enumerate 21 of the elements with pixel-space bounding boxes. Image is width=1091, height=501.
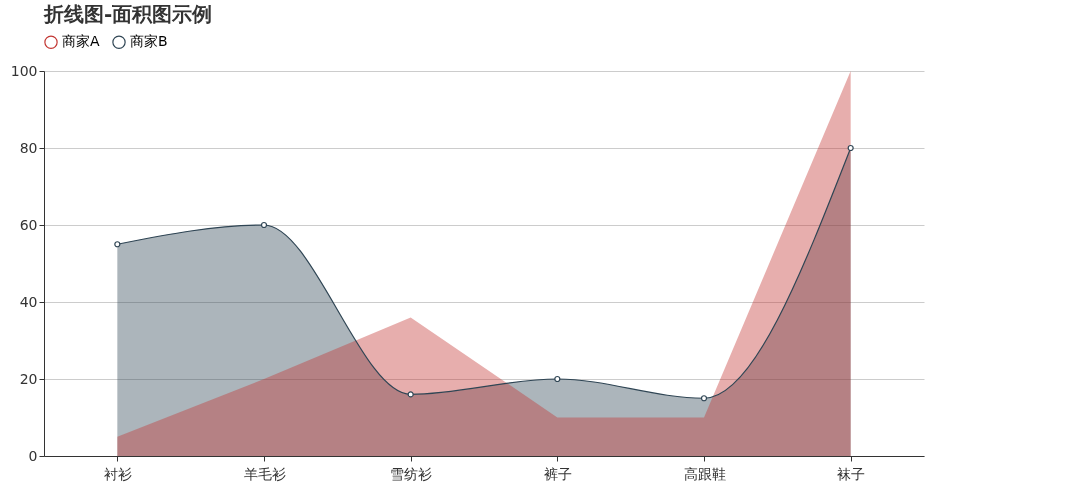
y-tick-label: 40 [19,293,38,310]
y-tick-label: 100 [10,62,38,79]
x-tick-label: 裤子 [543,465,572,482]
y-tick-label: 60 [19,216,38,233]
legend-label: 商家A [62,33,100,50]
point [407,391,414,398]
point [114,241,121,248]
x-tick-label: 袜子 [837,465,866,482]
x-tick-label: 羊毛衫 [243,465,286,482]
y-tick-label: 80 [19,139,38,156]
point [700,395,708,402]
point [554,375,561,383]
x-tick-label: 高跟鞋 [683,465,726,482]
point [847,144,854,152]
y-tick-label: 0 [28,447,38,464]
point [260,221,268,229]
legend-label: 商家B [130,33,168,50]
x-tick-label: 雪纺衫 [390,465,433,482]
chart-title: 折线图-面积图示例 [43,2,213,26]
x-tick-label: 衬衫 [103,465,132,482]
y-tick-label: 20 [19,370,38,387]
